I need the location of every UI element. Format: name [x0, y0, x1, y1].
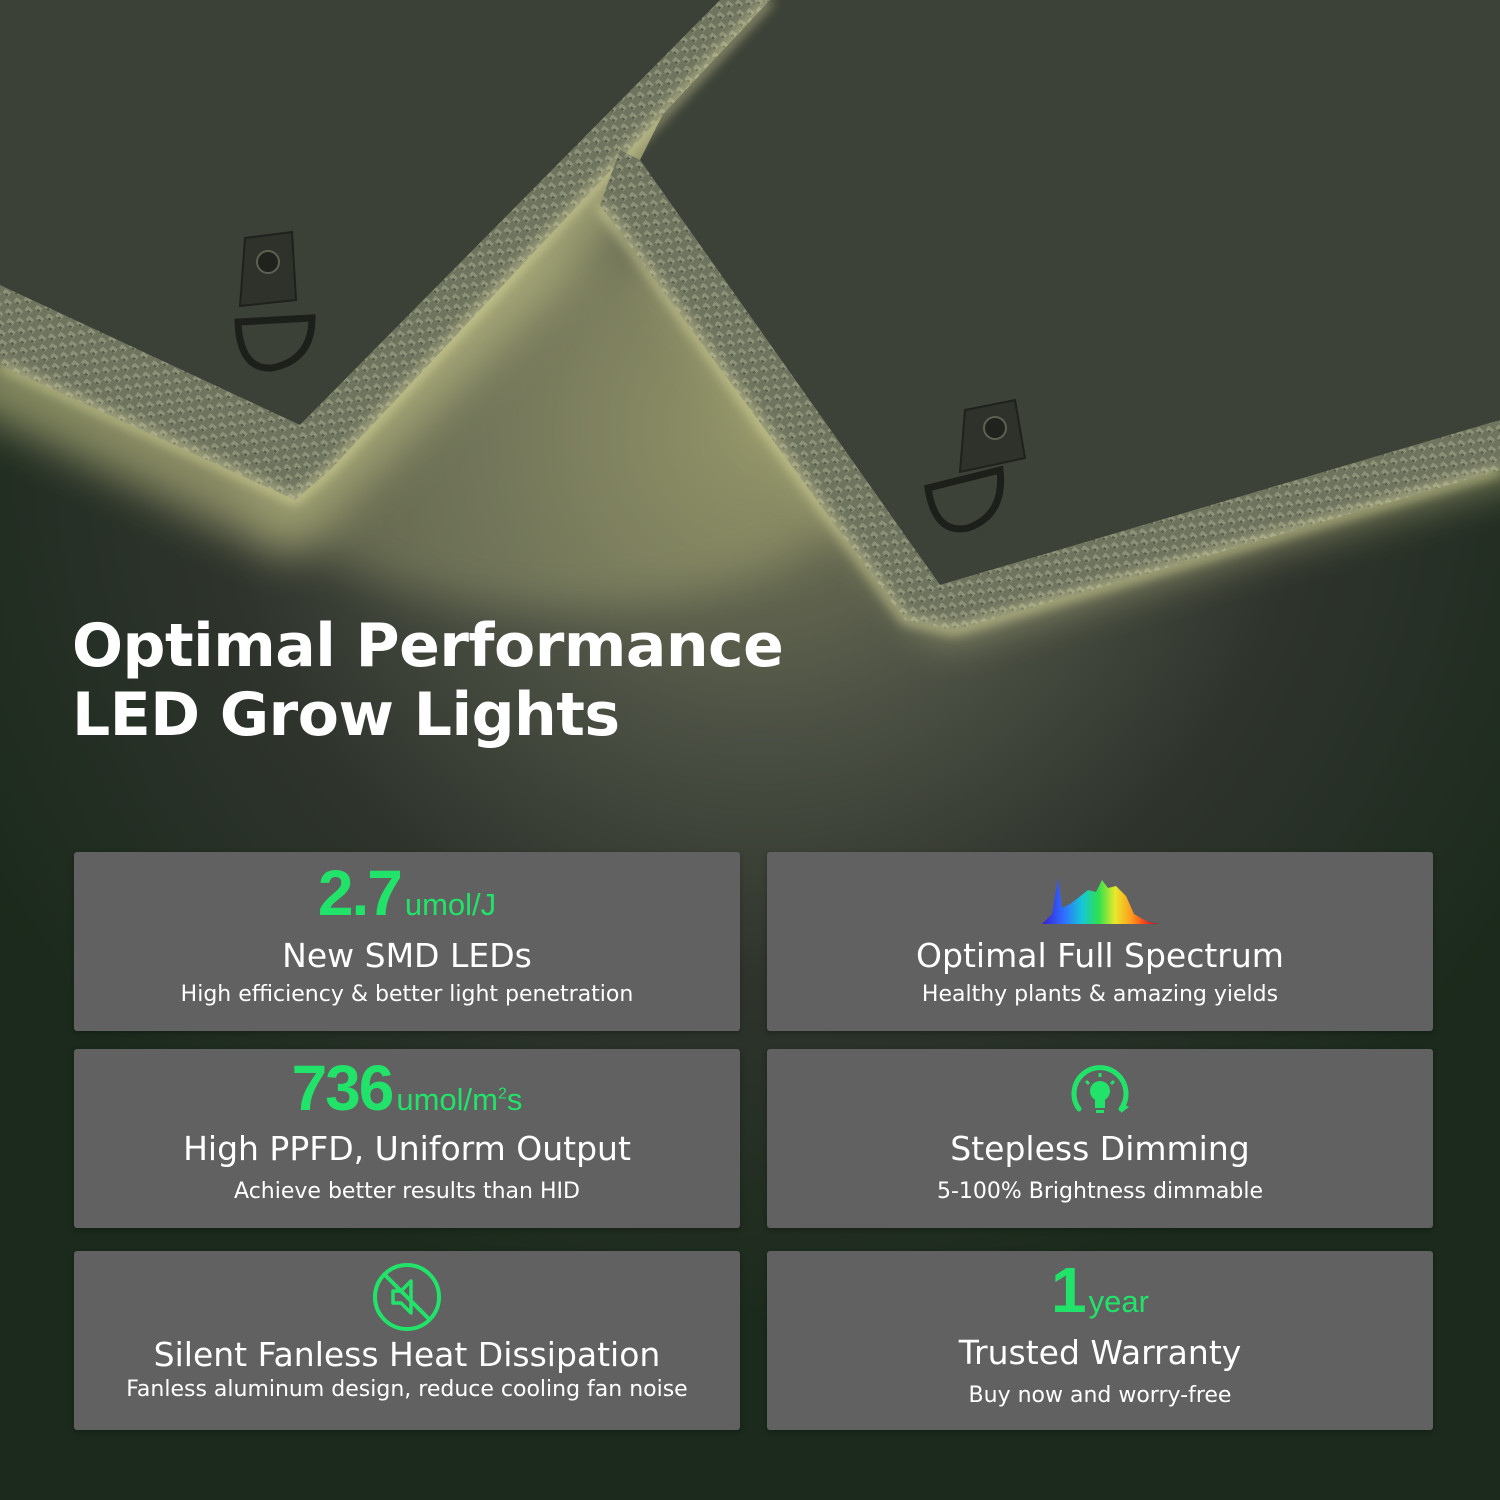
ppfd-unit-superscript: 2 [498, 1085, 507, 1103]
warranty-stat: 1 year [767, 1253, 1433, 1327]
ppfd-value: 736 [291, 1052, 395, 1124]
feature-subtitle: Achieve better results than HID [234, 1179, 580, 1204]
feature-card-efficiency: 2.7 umol/J New SMD LEDs High efficiency &… [74, 852, 740, 1031]
led-panel-illustration [0, 0, 1500, 640]
efficiency-unit: umol/J [404, 887, 497, 922]
left-panel [0, 0, 720, 425]
efficiency-value: 2.7 [317, 857, 403, 929]
feature-title: Silent Fanless Heat Dissipation [153, 1335, 661, 1374]
feature-card-fanless: Silent Fanless Heat Dissipation Fanless … [74, 1251, 740, 1430]
ppfd-stat: 736 umol/m2s [74, 1051, 740, 1125]
feature-card-dimming: Stepless Dimming 5-100% Brightness dimma… [767, 1049, 1433, 1228]
feature-subtitle: High efficiency & better light penetrati… [180, 982, 634, 1007]
feature-card-warranty: 1 year Trusted Warranty Buy now and worry… [767, 1251, 1433, 1430]
feature-title: High PPFD, Uniform Output [183, 1129, 631, 1168]
feature-subtitle: Buy now and worry-free [968, 1383, 1232, 1408]
warranty-value: 1 [1051, 1254, 1087, 1326]
ppfd-unit-suffix: s [506, 1082, 523, 1117]
ppfd-unit: umol/m2s [396, 1082, 522, 1117]
spectrum-icon [1038, 874, 1162, 930]
feature-subtitle: Fanless aluminum design, reduce cooling … [126, 1377, 688, 1402]
ppfd-unit-base: umol/m [396, 1082, 498, 1117]
product-photo [0, 0, 1500, 640]
hanging-bracket-left [234, 230, 316, 372]
efficiency-stat: 2.7 umol/J [74, 856, 740, 930]
right-panel [640, 0, 1500, 585]
headline-line-1: Optimal Performance [72, 611, 784, 681]
feature-title: Trusted Warranty [958, 1333, 1242, 1372]
dimming-bulb-icon [1067, 1061, 1133, 1131]
fan-muted-icon [371, 1261, 443, 1337]
feature-title: Optimal Full Spectrum [916, 936, 1284, 975]
warranty-unit: year [1088, 1284, 1149, 1319]
left-panel-edge [0, 0, 770, 500]
feature-title: New SMD LEDs [282, 936, 532, 975]
feature-subtitle: Healthy plants & amazing yields [921, 982, 1279, 1007]
feature-card-ppfd: 736 umol/m2s High PPFD, Uniform Output Ac… [74, 1049, 740, 1228]
hanging-bracket-right [924, 398, 1027, 533]
feature-card-spectrum: Optimal Full Spectrum Healthy plants & a… [767, 852, 1433, 1031]
page-headline: Optimal Performance LED Grow Lights [72, 612, 792, 750]
feature-title: Stepless Dimming [950, 1129, 1250, 1168]
headline-line-2: LED Grow Lights [72, 680, 620, 750]
feature-subtitle: 5-100% Brightness dimmable [936, 1179, 1264, 1204]
